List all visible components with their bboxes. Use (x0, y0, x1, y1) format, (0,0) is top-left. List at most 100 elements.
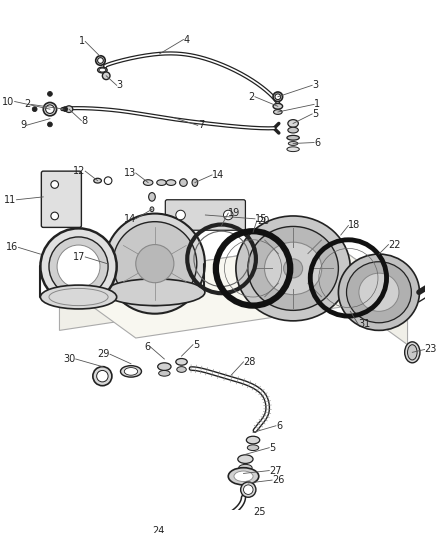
Text: 4: 4 (184, 35, 190, 45)
Ellipse shape (246, 436, 260, 444)
Text: 8: 8 (81, 116, 88, 126)
Ellipse shape (273, 92, 283, 101)
Circle shape (32, 107, 37, 111)
Ellipse shape (236, 216, 350, 321)
Ellipse shape (274, 110, 282, 115)
Polygon shape (60, 241, 407, 338)
Ellipse shape (287, 135, 299, 140)
Text: 18: 18 (348, 221, 360, 230)
Text: 16: 16 (6, 243, 18, 253)
Text: 5: 5 (193, 340, 199, 350)
FancyBboxPatch shape (41, 171, 81, 228)
Ellipse shape (113, 222, 197, 305)
Ellipse shape (57, 245, 100, 288)
Text: 6: 6 (314, 138, 320, 148)
Text: 15: 15 (255, 214, 267, 224)
Ellipse shape (105, 279, 205, 305)
Ellipse shape (273, 103, 283, 109)
Circle shape (48, 122, 52, 127)
Ellipse shape (265, 242, 321, 295)
Ellipse shape (148, 192, 155, 201)
Ellipse shape (136, 245, 174, 282)
Ellipse shape (150, 207, 154, 212)
Text: 5: 5 (269, 443, 276, 453)
Ellipse shape (288, 142, 298, 146)
Ellipse shape (40, 285, 117, 309)
Text: 1: 1 (314, 99, 320, 109)
Ellipse shape (288, 119, 298, 127)
Text: 3: 3 (117, 80, 123, 90)
Circle shape (240, 482, 256, 497)
Text: 22: 22 (389, 239, 401, 249)
Ellipse shape (228, 468, 259, 485)
Text: 31: 31 (358, 319, 370, 329)
Ellipse shape (176, 359, 187, 365)
Ellipse shape (275, 94, 281, 100)
Circle shape (51, 181, 59, 188)
Text: 9: 9 (20, 120, 26, 131)
Circle shape (51, 212, 59, 220)
Text: 17: 17 (73, 252, 85, 262)
Ellipse shape (359, 273, 399, 311)
Text: 6: 6 (144, 342, 150, 352)
Ellipse shape (180, 179, 187, 187)
Ellipse shape (405, 342, 420, 363)
Text: 10: 10 (2, 96, 14, 107)
Text: 28: 28 (244, 357, 256, 367)
Circle shape (48, 92, 52, 96)
Text: 3: 3 (312, 80, 318, 90)
Ellipse shape (65, 106, 73, 112)
Ellipse shape (346, 262, 411, 323)
Text: 5: 5 (312, 109, 318, 119)
Circle shape (223, 210, 233, 220)
Text: 13: 13 (124, 168, 136, 178)
Text: 14: 14 (124, 214, 136, 224)
Ellipse shape (234, 471, 253, 481)
Ellipse shape (98, 67, 107, 73)
Ellipse shape (49, 237, 108, 296)
Circle shape (176, 210, 185, 220)
Ellipse shape (120, 366, 141, 377)
Ellipse shape (105, 214, 205, 314)
Ellipse shape (99, 68, 106, 72)
Ellipse shape (98, 58, 103, 63)
Text: 30: 30 (64, 354, 76, 364)
FancyBboxPatch shape (165, 200, 245, 230)
Ellipse shape (95, 56, 105, 65)
Ellipse shape (166, 180, 176, 185)
Ellipse shape (143, 180, 153, 185)
Text: 11: 11 (4, 195, 17, 205)
Text: 25: 25 (253, 506, 265, 516)
Text: 26: 26 (272, 475, 285, 485)
Ellipse shape (288, 127, 298, 133)
Ellipse shape (102, 72, 110, 79)
Text: 7: 7 (198, 120, 204, 131)
Circle shape (244, 485, 253, 495)
Polygon shape (60, 241, 407, 345)
Text: 24: 24 (152, 526, 164, 533)
Circle shape (63, 107, 67, 111)
Circle shape (93, 367, 112, 386)
Ellipse shape (247, 445, 259, 450)
Ellipse shape (407, 345, 417, 360)
Ellipse shape (238, 455, 253, 463)
Text: 23: 23 (425, 344, 437, 354)
Text: 1: 1 (79, 36, 85, 46)
Ellipse shape (158, 363, 171, 370)
Ellipse shape (169, 531, 186, 533)
Ellipse shape (157, 180, 166, 185)
Ellipse shape (94, 178, 102, 183)
Text: 19: 19 (228, 208, 240, 218)
Text: 2: 2 (25, 99, 31, 109)
Ellipse shape (283, 259, 303, 278)
Ellipse shape (248, 227, 339, 310)
Ellipse shape (287, 147, 299, 151)
Ellipse shape (339, 254, 420, 330)
Ellipse shape (40, 228, 117, 305)
Text: 6: 6 (276, 421, 282, 431)
Circle shape (104, 177, 112, 184)
Ellipse shape (239, 464, 252, 471)
Circle shape (97, 370, 108, 382)
Ellipse shape (177, 367, 186, 373)
Text: 12: 12 (73, 166, 85, 176)
